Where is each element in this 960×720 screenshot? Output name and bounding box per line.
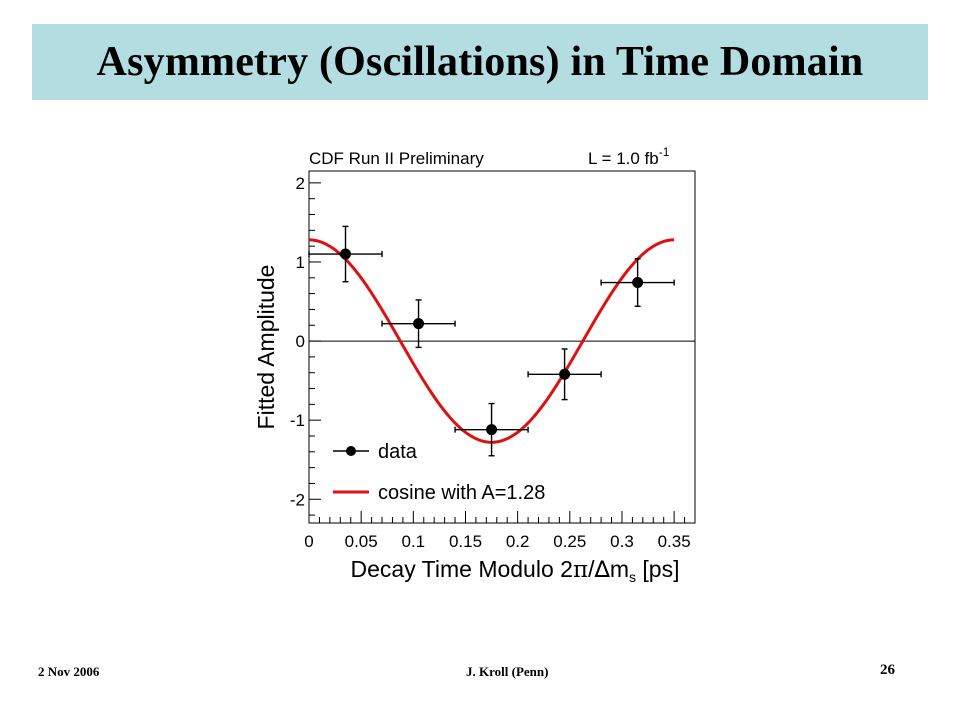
- data-marker: [559, 368, 571, 380]
- x-tick-label: 0.15: [449, 532, 482, 551]
- x-tick-label: 0.1: [402, 532, 426, 551]
- y-axis-label: Fitted Amplitude: [253, 265, 279, 430]
- y-tick-label: -1: [290, 411, 305, 430]
- data-marker: [340, 248, 352, 260]
- x-label-delta: ∆: [593, 557, 610, 583]
- x-tick-label: 0: [304, 532, 313, 551]
- chart-header-right-text: L = 1.0 fb: [588, 149, 659, 168]
- x-label-unit: [ps]: [636, 556, 679, 582]
- slide-title: Asymmetry (Oscillations) in Time Domain: [96, 39, 864, 85]
- x-label-subscript: s: [629, 569, 636, 585]
- footer-author: J. Kroll (Penn): [466, 664, 549, 679]
- x-axis-label: Decay Time Modulo 2π/∆ms [ps]: [351, 556, 680, 585]
- x-tick-label: 0.2: [506, 532, 530, 551]
- x-tick-label: 0.3: [610, 532, 634, 551]
- y-tick-label: 1: [296, 253, 305, 272]
- data-point: [600, 258, 675, 307]
- data-points-layer: [308, 225, 675, 457]
- y-tick-label: 2: [296, 174, 305, 193]
- chart-header-left: CDF Run II Preliminary: [309, 149, 484, 168]
- data-point: [381, 299, 456, 349]
- data-point: [454, 402, 529, 457]
- data-marker: [413, 318, 425, 330]
- x-tick-label: 0.05: [345, 532, 378, 551]
- legend-data-marker: [346, 446, 356, 456]
- x-label-part: Decay Time Modulo 2: [351, 556, 573, 582]
- x-tick-label: 0.35: [658, 532, 691, 551]
- legend: data cosine with A=1.28: [333, 441, 545, 504]
- data-point: [527, 348, 602, 401]
- x-tick-label: 0.25: [553, 532, 586, 551]
- x-label-m: m: [610, 556, 629, 582]
- x-label-pi: π: [573, 557, 588, 583]
- axes: 0 0.05 0.1 0.15 0.2 0.25 0.3 0.35 -2 -1 0 1 2: [290, 174, 696, 551]
- legend-data-label: data: [378, 441, 418, 463]
- plot-frame: [308, 170, 696, 524]
- y-tick-label: -2: [290, 490, 305, 509]
- page-number: 26: [880, 662, 895, 678]
- x-label-slash: /: [588, 556, 595, 582]
- y-tick-label: 0: [296, 332, 305, 351]
- chart-header-right-sup: -1: [659, 145, 670, 159]
- data-point: [308, 225, 383, 283]
- title-band: Asymmetry (Oscillations) in Time Domain: [32, 24, 928, 100]
- footer-date: 2 Nov 2006: [38, 664, 100, 679]
- chart-header-right: L = 1.0 fb-1: [588, 145, 670, 168]
- legend-curve-label: cosine with A=1.28: [378, 482, 545, 504]
- data-marker: [486, 424, 498, 436]
- data-marker: [632, 277, 644, 289]
